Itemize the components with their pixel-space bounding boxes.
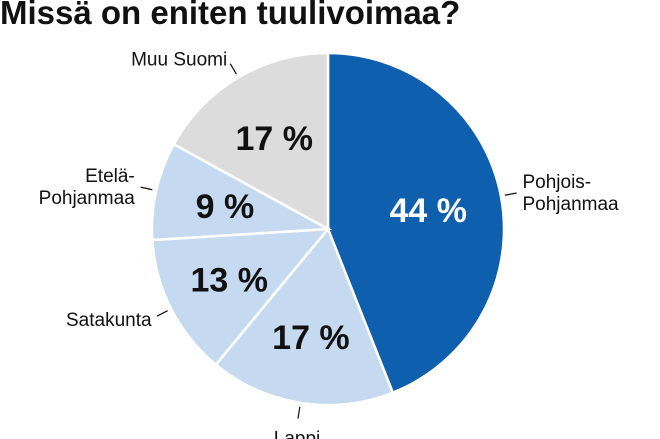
- slice-value-label: 13 %: [190, 261, 268, 299]
- pie-slice-etela-pohjanmaa: [150, 142, 333, 242]
- chart-title: Missä on eniten tuulivoimaa?: [0, 0, 461, 31]
- category-label-muu-suomi: Muu Suomi: [131, 50, 227, 71]
- pie-slice-muu-suomi: [172, 51, 330, 232]
- slice-value-label: 17 %: [272, 319, 350, 357]
- category-label-lappi: Lappi: [274, 429, 321, 439]
- pie-slice-pohjois-pohjanmaa: [326, 51, 506, 395]
- pie-slice-satakunta: [151, 227, 331, 367]
- leader-line: [297, 406, 301, 419]
- leader-line: [140, 186, 153, 191]
- pie-slice-lappi: [214, 226, 395, 407]
- category-label-satakunta: Satakunta: [66, 310, 152, 331]
- leader-line: [156, 310, 168, 317]
- category-label-pohjois-pohjanmaa: Pohjois-Pohjanmaa: [522, 172, 619, 215]
- slice-value-label: 17 %: [235, 120, 313, 158]
- slice-value-label: 9 %: [196, 188, 255, 226]
- leader-line: [229, 63, 237, 75]
- slice-value-label: 44 %: [390, 192, 468, 230]
- leader-line: [504, 192, 517, 196]
- category-label-etela-pohjanmaa: Etelä-Pohjanmaa: [39, 166, 136, 209]
